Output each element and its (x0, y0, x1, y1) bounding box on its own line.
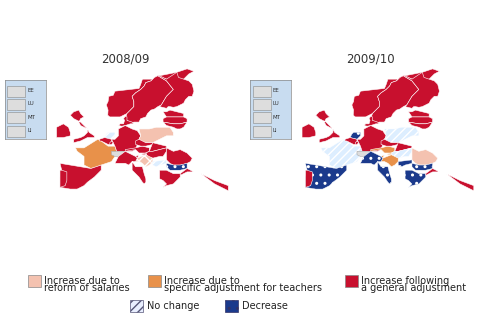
Polygon shape (408, 117, 432, 124)
Text: No change: No change (147, 301, 199, 311)
Polygon shape (321, 139, 362, 168)
Polygon shape (163, 110, 184, 117)
Text: a general adjustment: a general adjustment (361, 283, 466, 293)
Text: Increase following: Increase following (361, 276, 449, 286)
Polygon shape (163, 122, 187, 129)
Title: 2008/09: 2008/09 (101, 53, 149, 66)
Polygon shape (136, 139, 153, 146)
Title: 2009/10: 2009/10 (346, 53, 395, 66)
Polygon shape (119, 116, 134, 126)
Polygon shape (146, 148, 166, 158)
Polygon shape (112, 125, 141, 151)
Polygon shape (360, 151, 391, 184)
Polygon shape (371, 76, 419, 124)
Polygon shape (153, 160, 166, 167)
Bar (28, 275, 41, 287)
Polygon shape (357, 125, 386, 151)
Polygon shape (403, 72, 439, 108)
Polygon shape (70, 110, 94, 143)
Polygon shape (115, 151, 146, 184)
Polygon shape (405, 170, 426, 187)
Polygon shape (408, 122, 432, 129)
Polygon shape (381, 139, 398, 146)
Polygon shape (60, 163, 101, 189)
Polygon shape (106, 69, 194, 117)
Polygon shape (345, 138, 357, 144)
Text: Increase due to: Increase due to (164, 276, 240, 286)
Polygon shape (306, 170, 312, 187)
Polygon shape (125, 76, 173, 124)
Polygon shape (381, 153, 391, 158)
Polygon shape (391, 148, 412, 158)
Polygon shape (149, 143, 166, 151)
Polygon shape (112, 151, 125, 157)
Polygon shape (364, 116, 379, 126)
Text: reform of salaries: reform of salaries (44, 283, 130, 293)
Polygon shape (160, 170, 180, 187)
Bar (345, 275, 358, 287)
Polygon shape (57, 124, 70, 138)
Polygon shape (302, 124, 316, 138)
Text: specific adjustment for teachers: specific adjustment for teachers (164, 283, 322, 293)
Polygon shape (426, 168, 474, 191)
Polygon shape (9, 88, 46, 97)
Polygon shape (398, 160, 412, 167)
Polygon shape (357, 151, 371, 157)
Polygon shape (395, 143, 412, 151)
Polygon shape (316, 110, 340, 143)
Polygon shape (166, 163, 187, 170)
Polygon shape (384, 127, 419, 143)
Polygon shape (136, 155, 153, 167)
Polygon shape (254, 88, 292, 97)
Polygon shape (110, 141, 113, 144)
Polygon shape (381, 155, 398, 167)
Text: Increase due to: Increase due to (44, 276, 120, 286)
Polygon shape (408, 110, 429, 117)
Polygon shape (125, 146, 149, 153)
Text: Decrease: Decrease (242, 301, 288, 311)
Polygon shape (158, 72, 194, 108)
Polygon shape (371, 146, 395, 153)
Polygon shape (60, 170, 67, 187)
Bar (130, 300, 143, 312)
Polygon shape (163, 117, 187, 124)
Bar (148, 275, 161, 287)
Polygon shape (76, 139, 117, 168)
Polygon shape (350, 132, 360, 139)
Polygon shape (166, 148, 192, 165)
Polygon shape (180, 168, 228, 191)
Polygon shape (100, 138, 112, 144)
Polygon shape (355, 141, 359, 144)
Polygon shape (139, 127, 173, 143)
Polygon shape (306, 163, 347, 189)
Bar (225, 300, 238, 312)
Polygon shape (352, 69, 439, 117)
Polygon shape (105, 132, 115, 139)
Polygon shape (136, 153, 146, 158)
Polygon shape (412, 163, 432, 170)
Polygon shape (412, 148, 438, 165)
